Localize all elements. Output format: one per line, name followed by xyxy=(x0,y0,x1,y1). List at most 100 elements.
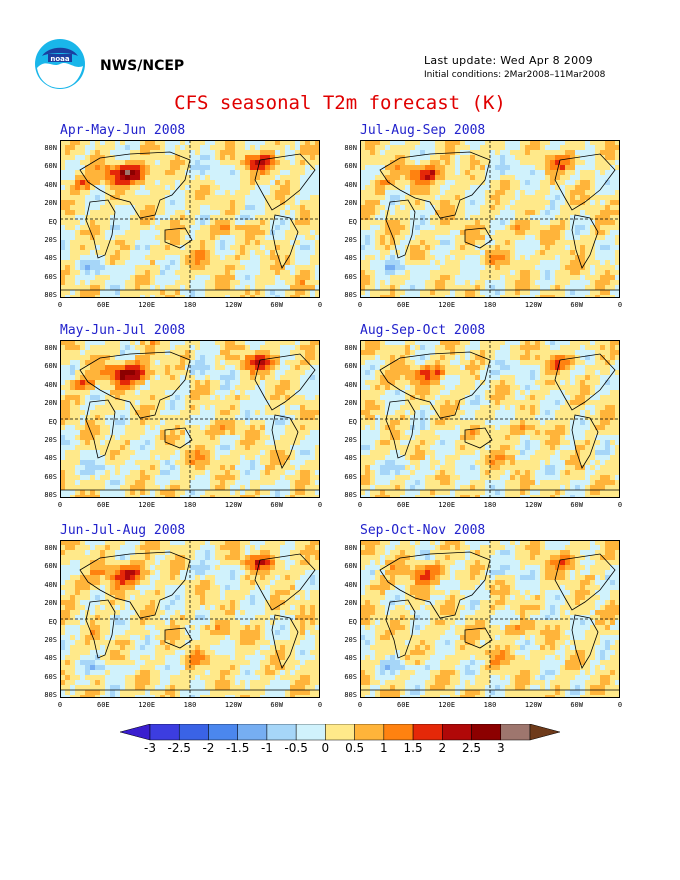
colorbar-tick-label: 3 xyxy=(496,741,505,755)
lon-tick-label: 120E xyxy=(138,301,156,309)
colorbar-tick-label: -2.5 xyxy=(167,741,191,755)
colorbar-swatch xyxy=(149,724,180,741)
colorbar-tick-label: 0.5 xyxy=(345,741,365,755)
lat-tick-label: 80S xyxy=(44,691,57,700)
colorbar-swatch xyxy=(295,724,326,741)
colorbar-swatch xyxy=(412,724,443,741)
lat-tick-label: 20N xyxy=(44,599,57,608)
lat-tick-label: EQ xyxy=(48,217,57,226)
lon-tick-label: 0 xyxy=(57,701,63,709)
lat-tick-label: 20S xyxy=(44,636,57,644)
lat-tick-label: EQ xyxy=(348,217,357,226)
lat-tick-label: 20S xyxy=(344,236,357,244)
initial-conditions-label: Initial conditions: 2Mar2008–11Mar2008 xyxy=(424,70,606,80)
lon-tick-label: 120W xyxy=(524,501,542,509)
colorbar-min-arrow xyxy=(119,724,151,741)
colorbar-swatch xyxy=(383,724,414,741)
organization-label: NWS/NCEP xyxy=(100,58,185,74)
lon-tick-label: 120E xyxy=(438,501,456,509)
panel-title: Jul-Aug-Sep 2008 xyxy=(360,123,486,138)
panel-title: Aug-Sep-Oct 2008 xyxy=(360,323,486,338)
lat-tick-label: 80N xyxy=(44,144,57,152)
lat-tick-label: 40N xyxy=(44,580,57,589)
lat-tick-label: 40N xyxy=(344,580,357,589)
lat-tick-label: 80S xyxy=(344,691,357,700)
colorbar-swatch xyxy=(325,724,355,741)
anomaly-map xyxy=(360,540,620,698)
lat-tick-label: 40S xyxy=(44,454,57,463)
lat-tick-label: 60S xyxy=(344,272,357,281)
lon-tick-label: 0 xyxy=(617,501,623,509)
lon-tick-label: 60E xyxy=(397,301,410,309)
lat-tick-label: 40S xyxy=(344,654,357,663)
lon-tick-label: 180 xyxy=(483,701,497,709)
lon-tick-label: 0 xyxy=(357,701,363,709)
lat-tick-label: 20N xyxy=(44,199,57,208)
lat-tick-label: 20N xyxy=(44,399,57,408)
colorbar-tick-label: 2 xyxy=(438,741,447,755)
panel-title: Jun-Jul-Aug 2008 xyxy=(60,523,186,538)
lon-tick-label: 60E xyxy=(397,701,410,709)
lon-tick-label: 60W xyxy=(570,701,583,709)
colorbar-max-arrow xyxy=(529,724,561,741)
lon-tick-label: 120E xyxy=(438,301,456,309)
lon-tick-label: 60E xyxy=(397,501,410,509)
colorbar-swatch xyxy=(471,724,502,741)
colorbar-tick-label: -2 xyxy=(202,741,215,755)
lat-tick-label: 40N xyxy=(44,180,57,189)
lon-tick-label: 0 xyxy=(317,301,323,309)
lat-tick-label: EQ xyxy=(348,617,357,626)
colorbar-tick-label: -1 xyxy=(260,741,273,755)
anomaly-map xyxy=(60,540,320,698)
lat-tick-label: 80N xyxy=(44,544,57,552)
colorbar-swatch xyxy=(266,724,297,741)
lat-tick-label: 60S xyxy=(344,472,357,481)
lon-tick-label: 0 xyxy=(57,301,63,309)
lat-tick-label: 20N xyxy=(344,599,357,608)
lat-tick-label: 40N xyxy=(344,380,357,389)
colorbar-tick-label: 1 xyxy=(380,741,388,755)
lon-tick-label: 120E xyxy=(438,701,456,709)
colorbar-swatch xyxy=(354,724,385,741)
colorbar xyxy=(119,724,561,741)
lon-tick-label: 0 xyxy=(357,301,363,309)
lon-tick-label: 60E xyxy=(97,701,110,709)
lon-tick-label: 60W xyxy=(270,501,283,509)
lat-tick-label: 60S xyxy=(44,472,57,481)
svg-text:noaa: noaa xyxy=(50,55,70,63)
lon-tick-label: 60W xyxy=(570,301,583,309)
lon-tick-label: 0 xyxy=(317,701,323,709)
colorbar-swatch xyxy=(500,724,531,741)
anomaly-map xyxy=(60,340,320,498)
lat-tick-label: 40S xyxy=(44,654,57,663)
lon-tick-label: 60W xyxy=(270,701,283,709)
colorbar-swatch xyxy=(208,724,238,741)
lon-tick-label: 0 xyxy=(357,501,363,509)
lat-tick-label: 60S xyxy=(44,272,57,281)
lat-tick-label: 80S xyxy=(44,491,57,500)
lon-tick-label: 120W xyxy=(224,501,242,509)
colorbar-swatch xyxy=(178,724,209,741)
colorbar-tick-label: -3 xyxy=(144,741,156,755)
lon-tick-label: 60E xyxy=(97,501,110,509)
lon-tick-label: 120W xyxy=(524,701,542,709)
lon-tick-label: 180 xyxy=(183,501,197,509)
lat-tick-label: 40S xyxy=(344,454,357,463)
lon-tick-label: 120E xyxy=(138,501,156,509)
colorbar-tick-label: 2.5 xyxy=(461,741,482,755)
lat-tick-label: EQ xyxy=(348,417,357,426)
panel-title: May-Jun-Jul 2008 xyxy=(60,323,186,338)
lat-tick-label: 60N xyxy=(44,162,57,171)
colorbar-tick-label: -0.5 xyxy=(284,741,308,755)
lat-tick-label: 20N xyxy=(344,399,357,408)
anomaly-map xyxy=(60,140,320,298)
lat-tick-label: 80S xyxy=(344,491,357,500)
lon-tick-label: 120W xyxy=(524,301,542,309)
lat-tick-label: 20N xyxy=(344,199,357,208)
lon-tick-label: 0 xyxy=(57,501,63,509)
lat-tick-label: 40N xyxy=(344,180,357,189)
lon-tick-label: 180 xyxy=(483,301,497,309)
lat-tick-label: 60N xyxy=(44,362,57,371)
colorbar-swatch xyxy=(237,724,268,741)
lon-tick-label: 180 xyxy=(183,301,197,309)
